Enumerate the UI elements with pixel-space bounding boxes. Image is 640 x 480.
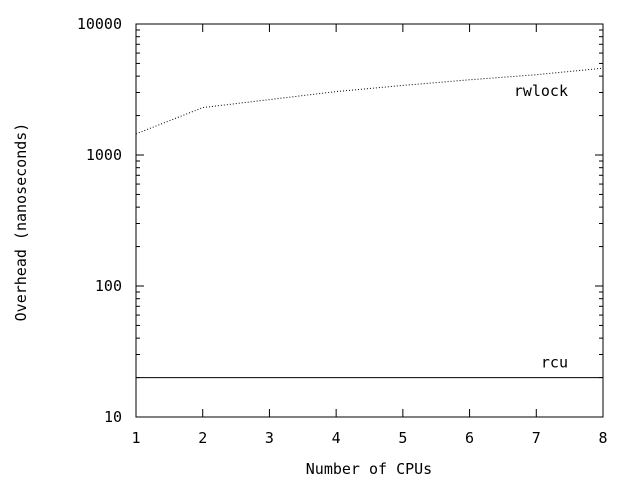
x-tick-label: 1 <box>131 429 140 447</box>
x-tick-label: 7 <box>532 429 541 447</box>
y-axis-label: Overhead (nanoseconds) <box>12 123 30 322</box>
x-tick-label: 2 <box>198 429 207 447</box>
x-tick-label: 8 <box>598 429 607 447</box>
x-tick-label: 6 <box>465 429 474 447</box>
series-label-rcu: rcu <box>541 354 568 372</box>
plot-frame <box>135 23 604 418</box>
y-tick-label: 1000 <box>86 146 122 164</box>
x-tick-label: 3 <box>265 429 274 447</box>
y-tick-label: 10000 <box>77 15 122 33</box>
x-axis-label: Number of CPUs <box>306 460 432 478</box>
y-tick-label: 10 <box>104 408 122 426</box>
series-label-rwlock: rwlock <box>514 82 568 100</box>
x-tick-label: 4 <box>332 429 341 447</box>
y-tick-label: 100 <box>95 277 122 295</box>
series-line-rwlock <box>135 67 604 135</box>
x-tick-label: 5 <box>398 429 407 447</box>
